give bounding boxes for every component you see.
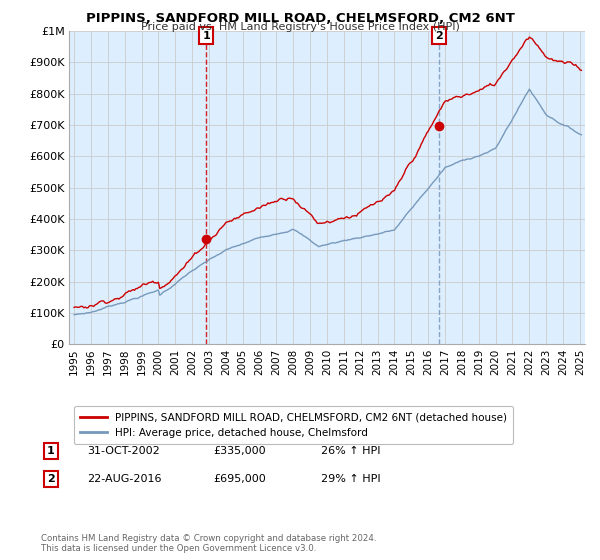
- Text: 1: 1: [47, 446, 55, 456]
- Legend: PIPPINS, SANDFORD MILL ROAD, CHELMSFORD, CM2 6NT (detached house), HPI: Average : PIPPINS, SANDFORD MILL ROAD, CHELMSFORD,…: [74, 406, 513, 444]
- Text: 1: 1: [202, 31, 210, 41]
- Text: Contains HM Land Registry data © Crown copyright and database right 2024.
This d: Contains HM Land Registry data © Crown c…: [41, 534, 376, 553]
- Text: 31-OCT-2002: 31-OCT-2002: [87, 446, 160, 456]
- Text: 26% ↑ HPI: 26% ↑ HPI: [321, 446, 380, 456]
- Text: 22-AUG-2016: 22-AUG-2016: [87, 474, 161, 484]
- Text: 2: 2: [47, 474, 55, 484]
- Text: £695,000: £695,000: [213, 474, 266, 484]
- Text: PIPPINS, SANDFORD MILL ROAD, CHELMSFORD, CM2 6NT: PIPPINS, SANDFORD MILL ROAD, CHELMSFORD,…: [86, 12, 514, 25]
- Text: £335,000: £335,000: [213, 446, 266, 456]
- Text: 29% ↑ HPI: 29% ↑ HPI: [321, 474, 380, 484]
- Text: 2: 2: [435, 31, 443, 41]
- Text: Price paid vs. HM Land Registry's House Price Index (HPI): Price paid vs. HM Land Registry's House …: [140, 22, 460, 32]
